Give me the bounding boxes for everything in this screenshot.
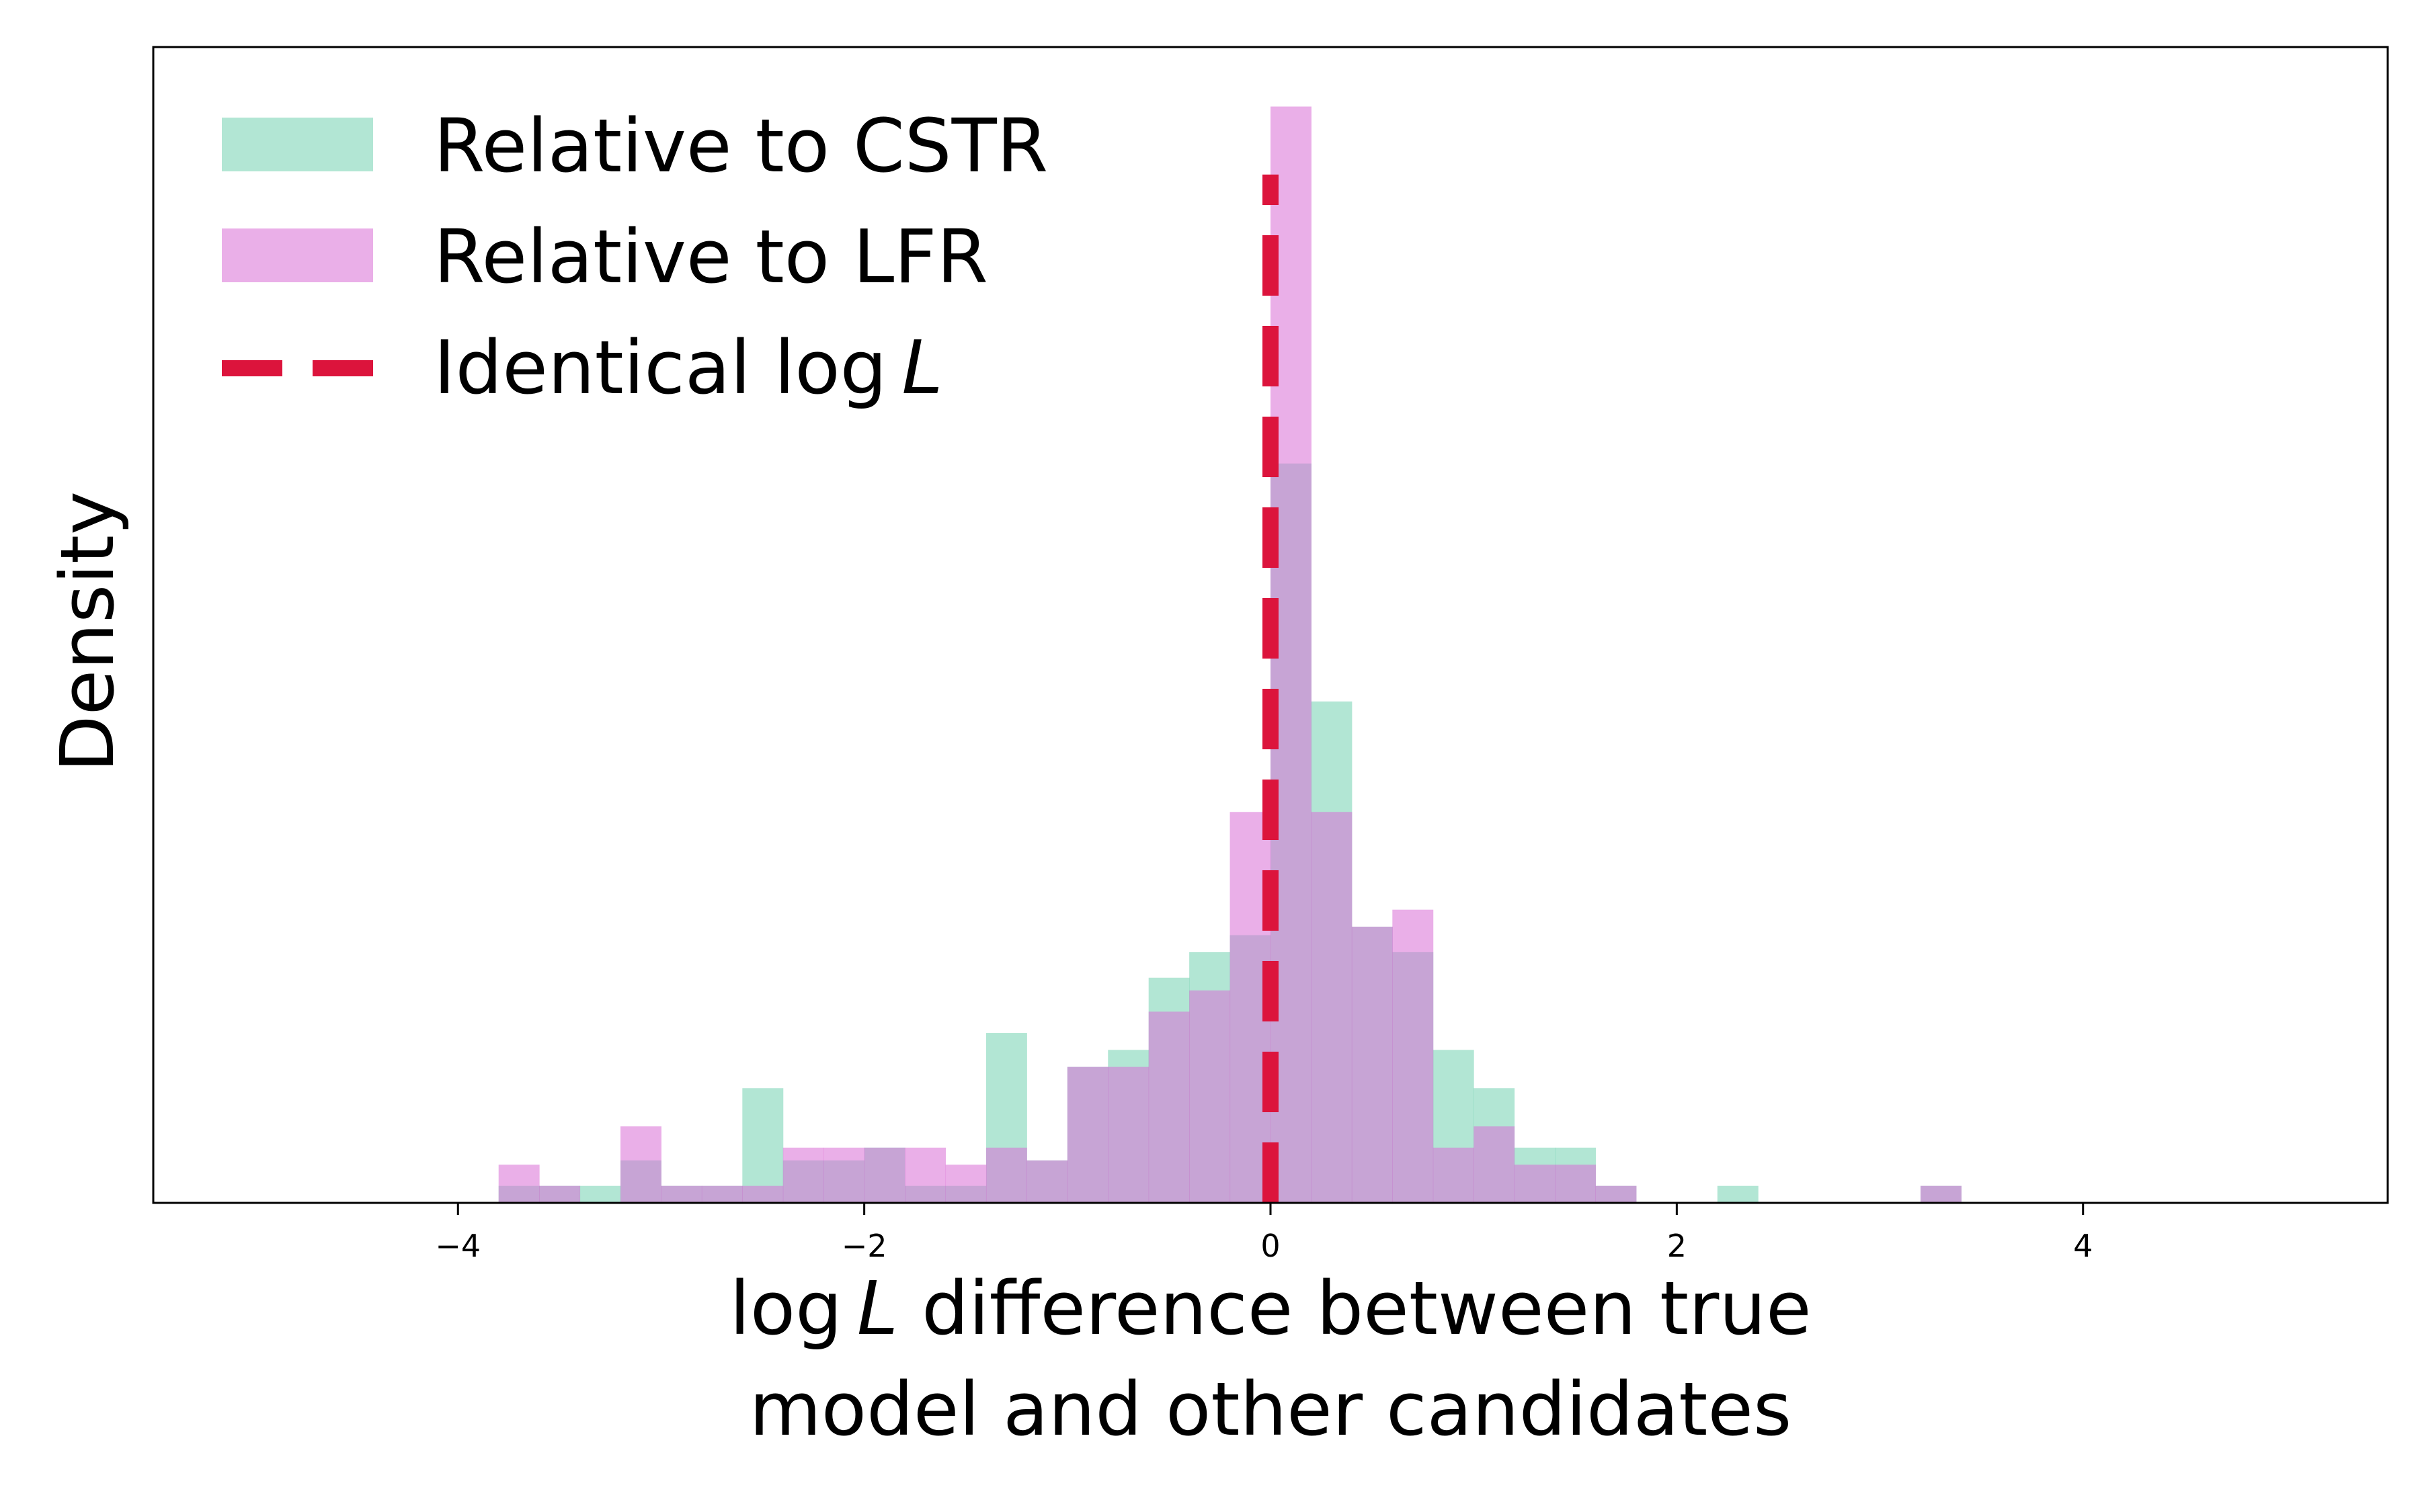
x-axis-title-line2: model and other candidates — [750, 1366, 1792, 1452]
bar-lfr-12 — [1026, 1160, 1068, 1203]
bar-lfr-4 — [701, 1185, 743, 1203]
x-tick-label: −2 — [842, 1228, 887, 1264]
bar-lfr-6 — [782, 1147, 824, 1203]
bar-lfr-27 — [1920, 1185, 1962, 1203]
bar-lfr-9 — [905, 1147, 946, 1203]
bar-lfr-20 — [1351, 926, 1393, 1203]
bar-lfr-8 — [864, 1147, 905, 1203]
bar-lfr-2 — [620, 1126, 661, 1203]
bar-lfr-5 — [742, 1185, 784, 1203]
bar-lfr-21 — [1392, 909, 1434, 1203]
bar-lfr-26 — [1595, 1185, 1637, 1203]
x-axis-title-line1: log L difference between true — [729, 1265, 1811, 1351]
bar-lfr-13 — [1067, 1066, 1108, 1203]
legend: Relative to CSTR Relative to LFR Identic… — [222, 103, 1048, 411]
x-tick-label: 4 — [2073, 1228, 2093, 1264]
bar-cstr-6 — [742, 1088, 784, 1203]
x-axis-ticks: −4 −2 0 2 4 — [435, 1203, 2093, 1264]
bar-lfr-7 — [823, 1147, 865, 1203]
bar-lfr-15 — [1148, 1011, 1190, 1203]
legend-swatch-cstr — [222, 118, 373, 171]
bar-lfr-10 — [945, 1165, 987, 1203]
bar-lfr-22 — [1433, 1147, 1474, 1203]
bar-lfr-14 — [1108, 1066, 1150, 1203]
bar-lfr-25 — [1555, 1165, 1596, 1203]
legend-label-reference: Identical log L — [434, 325, 943, 411]
bar-lfr-16 — [1189, 990, 1231, 1203]
x-tick-label: −4 — [435, 1228, 481, 1264]
legend-swatch-lfr — [222, 228, 373, 282]
y-axis-title: Density — [44, 491, 130, 772]
bar-cstr-28 — [1717, 1185, 1759, 1203]
bar-cstr-2 — [579, 1185, 621, 1203]
x-tick-label: 0 — [1260, 1228, 1280, 1264]
bar-lfr-11 — [985, 1147, 1027, 1203]
bar-lfr-0 — [498, 1165, 540, 1203]
bar-lfr-3 — [661, 1185, 702, 1203]
bar-lfr-23 — [1474, 1126, 1515, 1203]
bar-lfr-1 — [539, 1185, 581, 1203]
bar-lfr-19 — [1311, 812, 1353, 1203]
x-tick-label: 2 — [1667, 1228, 1687, 1264]
legend-label-cstr: Relative to CSTR — [434, 103, 1048, 189]
bar-lfr-24 — [1514, 1165, 1556, 1203]
legend-label-lfr: Relative to LFR — [434, 214, 988, 300]
